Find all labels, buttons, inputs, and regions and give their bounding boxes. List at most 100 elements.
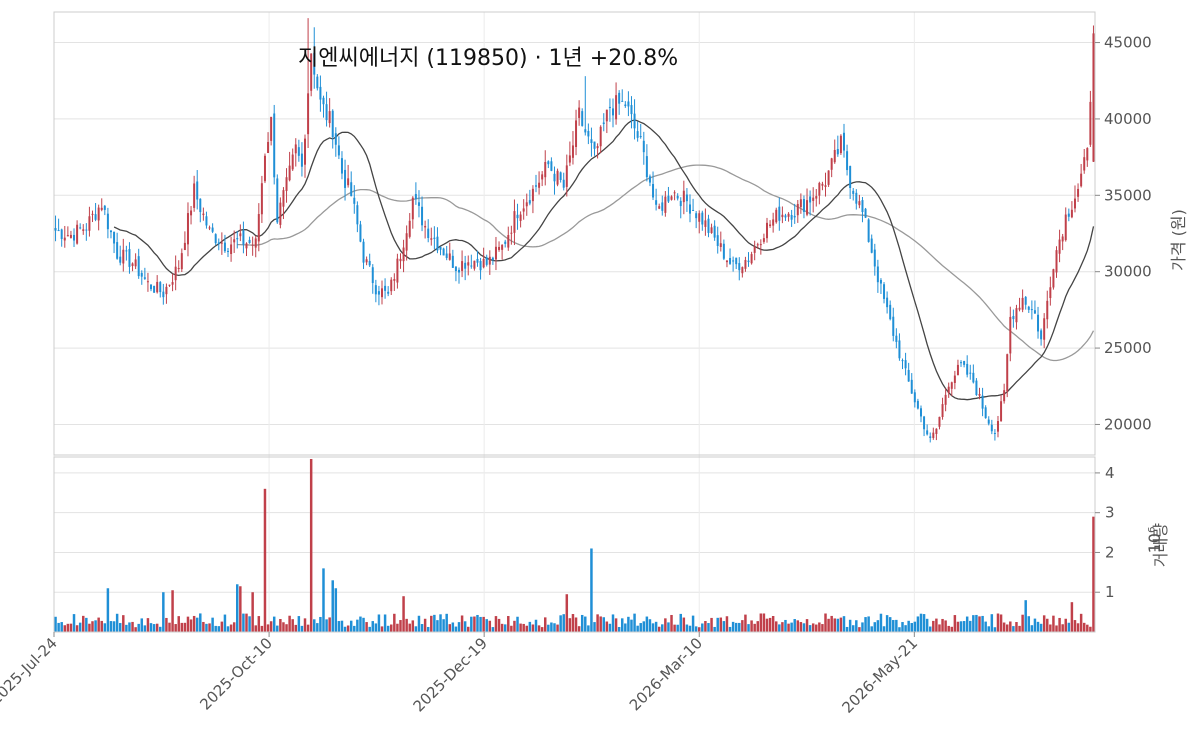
- candle-body: [165, 286, 168, 295]
- volume-bar: [827, 618, 830, 632]
- volume-bar: [938, 624, 941, 632]
- volume-bar: [774, 621, 778, 632]
- candle-body: [744, 260, 747, 269]
- volume-bar: [904, 625, 907, 632]
- candle-body: [978, 393, 981, 396]
- volume-bar: [1042, 615, 1046, 632]
- candle-body: [507, 235, 510, 248]
- candle-body: [1027, 306, 1030, 310]
- volume-bar: [593, 622, 596, 632]
- volume-bar: [507, 616, 510, 632]
- volume-bar: [454, 626, 458, 632]
- volume-bar: [713, 626, 716, 632]
- candle-body: [140, 273, 143, 277]
- volume-tick-label: 3: [1105, 504, 1115, 522]
- volume-bar: [353, 625, 356, 632]
- candle-body: [873, 249, 876, 267]
- candle-body: [664, 196, 667, 213]
- candle-body: [926, 430, 929, 435]
- volume-bar: [571, 614, 575, 632]
- volume-bar: [285, 624, 288, 632]
- volume-bar: [664, 618, 667, 632]
- candle-body: [846, 151, 849, 171]
- candle-body: [815, 196, 818, 199]
- volume-bar: [627, 616, 630, 632]
- volume-bar: [830, 615, 833, 632]
- price-tick-label: 40000: [1104, 110, 1152, 128]
- volume-bar: [72, 614, 76, 632]
- candle-body: [565, 165, 568, 187]
- candle-body: [356, 205, 359, 225]
- volume-bar: [839, 617, 843, 632]
- candle-body: [935, 428, 938, 434]
- candle-body: [618, 92, 621, 104]
- volume-bar: [226, 626, 230, 632]
- volume-bar: [448, 624, 452, 632]
- candle-body: [125, 250, 128, 252]
- candle-body: [1024, 296, 1027, 305]
- candle-body: [836, 149, 839, 155]
- candle-body: [556, 170, 559, 185]
- candle-body: [996, 421, 999, 432]
- volume-bar: [1058, 617, 1061, 632]
- volume-bar: [346, 625, 350, 632]
- candle-body: [371, 267, 374, 284]
- volume-bar: [556, 624, 559, 632]
- volume-bar: [842, 616, 846, 632]
- volume-bar: [876, 620, 880, 632]
- ma-long-line: [237, 164, 1095, 362]
- volume-bar: [140, 618, 144, 632]
- candle-body: [387, 291, 390, 294]
- candle-body: [448, 253, 451, 260]
- candle-body: [461, 261, 464, 271]
- volume-bar: [334, 588, 338, 632]
- candle-body: [655, 200, 658, 205]
- volume-bar: [214, 625, 217, 632]
- candle-body: [334, 133, 337, 145]
- candle-body: [297, 147, 300, 156]
- volume-bar: [1092, 516, 1095, 632]
- candle-body: [119, 256, 122, 263]
- volume-bar: [488, 620, 492, 632]
- candle-body: [704, 220, 707, 227]
- volume-bar: [131, 621, 134, 632]
- volume-axis-label: 거래량: [1151, 523, 1170, 567]
- volume-bar: [550, 622, 553, 632]
- candle-body: [531, 188, 534, 202]
- candle-body: [1030, 309, 1033, 311]
- volume-bar: [115, 613, 119, 632]
- candle-body: [150, 284, 153, 290]
- volume-bar: [648, 619, 652, 632]
- volume-bar: [309, 458, 313, 632]
- volume-bar: [580, 614, 584, 632]
- candle-body: [331, 110, 334, 137]
- candle-body: [1009, 316, 1012, 354]
- volume-tick-labels: 1 2 3 4: [1095, 464, 1115, 601]
- candle-body: [294, 144, 297, 154]
- volume-bar: [377, 614, 381, 632]
- candle-body: [236, 238, 239, 240]
- candle-body: [833, 150, 836, 163]
- chart-title: 지엔씨에너지 (119850) · 1년 +20.8%: [298, 46, 678, 71]
- volume-bar: [97, 617, 100, 632]
- candle-body: [109, 230, 112, 233]
- candle-body: [384, 285, 387, 291]
- candle-body: [347, 178, 350, 186]
- volume-bar: [1049, 624, 1052, 632]
- candle-body: [1077, 188, 1080, 197]
- candle-body: [787, 213, 790, 217]
- candle-body: [288, 165, 291, 181]
- volume-bar: [186, 616, 190, 632]
- volume-bar: [325, 619, 328, 632]
- volume-bar: [112, 621, 116, 632]
- candle-body: [396, 258, 399, 283]
- candle-body: [171, 282, 174, 285]
- volume-bar: [796, 620, 800, 632]
- volume-bar: [771, 616, 775, 632]
- volume-bar: [722, 621, 726, 632]
- volume-bar: [611, 614, 615, 632]
- volume-bar: [522, 623, 525, 632]
- volume-bar: [540, 627, 544, 632]
- candle-body: [670, 196, 673, 200]
- candle-body: [547, 161, 550, 165]
